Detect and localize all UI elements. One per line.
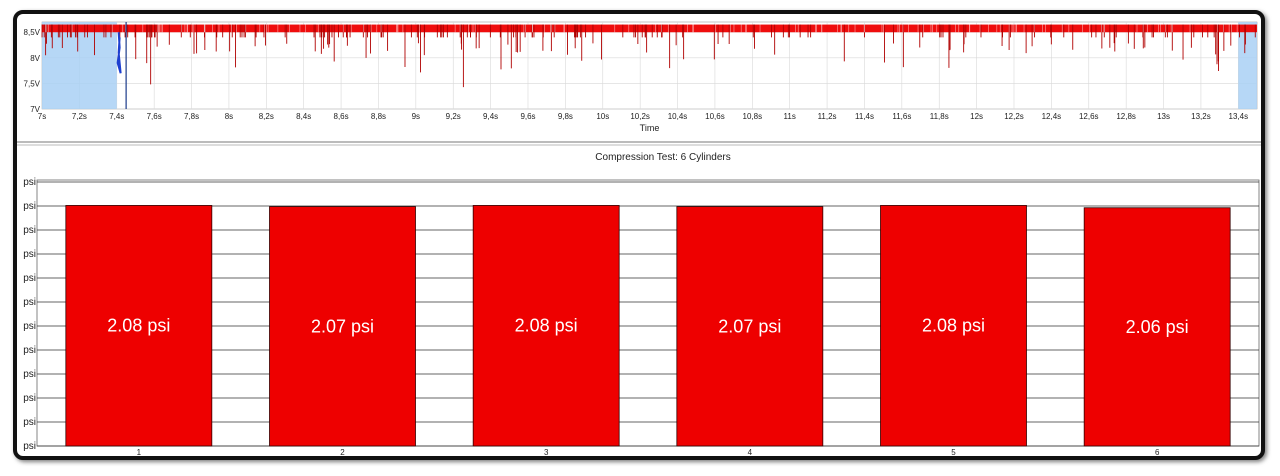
overview-y-tick-label: 7V [30, 105, 40, 114]
overview-y-tick-label: 8V [30, 54, 40, 63]
bar-value-label: 2.08 psi [922, 316, 985, 336]
bar-x-ticks: 1 2 3 4 5 6 [137, 448, 1160, 456]
bar-y-tick-label: psi [23, 393, 36, 404]
compression-bar-chart: Compression Test: 6 Cylinders psipsipsip… [23, 152, 1260, 456]
overview-x-tick-label: 8,2s [259, 112, 274, 121]
bar-cylinder-6[interactable] [1083, 207, 1231, 447]
overview-x-tick-label: 7,4s [109, 112, 124, 121]
overview-x-tick-label: 10,2s [630, 112, 650, 121]
overview-y-tick-label: 7,5V [24, 79, 41, 88]
overview-x-tick-label: 7s [38, 112, 46, 121]
overview-x-axis-label: Time [640, 123, 660, 133]
overview-x-tick-label: 7,8s [184, 112, 199, 121]
overview-x-tick-label: 12,6s [1079, 112, 1099, 121]
bar-x-tick-label: 3 [544, 448, 549, 456]
overview-x-tick-label: 7,2s [72, 112, 87, 121]
overview-x-tick-label: 13,4s [1229, 112, 1249, 121]
overview-x-tick-label: 9,2s [446, 112, 461, 121]
overview-x-tick-label: 12s [970, 112, 983, 121]
overview-highlight-right[interactable] [1238, 22, 1257, 109]
overview-cursor-trace [116, 32, 122, 74]
overview-x-tick-label: 11,8s [930, 112, 949, 121]
bar-y-tick-label: psi [23, 225, 36, 236]
bars [65, 205, 1231, 447]
bar-value-labels: 2.08 psi 2.07 psi 2.08 psi 2.07 psi 2.08 psi… [107, 316, 1188, 337]
overview-x-tick-label: 8,8s [371, 112, 386, 121]
bar-x-tick-label: 4 [748, 448, 753, 456]
overview-x-tick-label: 10s [596, 112, 609, 121]
overview-x-tick-label: 13,2s [1191, 112, 1211, 121]
bar-plot-area [36, 179, 1260, 447]
bar-x-tick-label: 6 [1155, 448, 1160, 456]
overview-x-tick-label: 8,4s [296, 112, 311, 121]
overview-x-ticks: 7s 7,2s 7,4s 7,6s 7,8s 8s 8,2s 8,4s 8,6s 8,8s 9s 9,… [38, 112, 1248, 121]
bar-y-ticks: psi psi psi psi psi psi psi psi psi psi psi psi [23, 177, 36, 452]
overview-x-tick-label: 10,4s [668, 112, 688, 121]
bar-y-tick-label: psi [23, 177, 36, 188]
overview-x-tick-label: 13s [1157, 112, 1170, 121]
bar-cylinder-4[interactable] [676, 206, 824, 447]
bar-y-tick-label: psi [23, 369, 36, 380]
bar-y-tick-label: psi [23, 297, 36, 308]
bar-cylinder-2[interactable] [269, 206, 416, 447]
overview-x-tick-label: 7,6s [147, 112, 162, 121]
overview-x-tick-label: 11,6s [892, 112, 911, 121]
overview-x-tick-label: 8s [225, 112, 233, 121]
overview-x-tick-label: 9,4s [483, 112, 498, 121]
bar-value-label: 2.07 psi [311, 316, 374, 336]
bar-y-tick-label: psi [23, 345, 36, 356]
overview-x-tick-label: 10,6s [705, 112, 725, 121]
overview-x-tick-label: 9s [412, 112, 420, 121]
bar-y-tick-label: psi [23, 201, 36, 212]
overview-x-tick-label: 8,6s [334, 112, 349, 121]
bar-cylinder-3[interactable] [472, 205, 620, 447]
overview-x-tick-label: 11,4s [855, 112, 874, 121]
bar-x-tick-label: 1 [137, 448, 142, 456]
bar-value-label: 2.07 psi [718, 316, 781, 336]
bar-y-tick-label: psi [23, 273, 36, 284]
overview-x-tick-label: 12,8s [1116, 112, 1136, 121]
bar-y-tick-label: psi [23, 417, 36, 428]
overview-x-tick-label: 9,6s [520, 112, 535, 121]
bar-x-tick-label: 2 [340, 448, 345, 456]
overview-x-tick-label: 10,8s [743, 112, 763, 121]
overview-x-tick-label: 12,2s [1004, 112, 1024, 121]
overview-y-ticks: 8,5V 8V 7,5V 7V [24, 28, 41, 114]
overview-x-tick-label: 11s [784, 112, 796, 121]
bar-cylinder-1[interactable] [65, 205, 213, 447]
overview-signal [41, 24, 1257, 88]
overview-x-tick-label: 11,2s [818, 112, 837, 121]
bar-x-tick-label: 5 [951, 448, 956, 456]
overview-x-tick-label: 9,8s [558, 112, 573, 121]
bar-value-label: 2.08 psi [107, 316, 170, 336]
bar-value-label: 2.08 psi [515, 316, 578, 336]
bar-y-tick-label: psi [23, 321, 36, 332]
bar-value-label: 2.06 psi [1126, 317, 1189, 337]
overview-signal-band [42, 24, 1257, 33]
overview-plot-area [41, 21, 1258, 110]
chart-canvas: 8,5V 8V 7,5V 7V 7s 7,2s 7,4s 7,6s 7,8s 8s 8,2s 8,4… [17, 21, 1261, 456]
chart-frame: 8,5V 8V 7,5V 7V 7s 7,2s 7,4s 7,6s 7,8s 8s 8,2s 8,4… [13, 10, 1265, 460]
overview-x-tick-label: 12,4s [1042, 112, 1062, 121]
bar-cylinder-5[interactable] [880, 205, 1027, 447]
overview-y-tick-label: 8,5V [24, 28, 41, 37]
bar-y-tick-label: psi [23, 249, 36, 260]
bar-y-tick-label: psi [23, 441, 36, 452]
chart-title: Compression Test: 6 Cylinders [595, 152, 730, 163]
overview-chart: 8,5V 8V 7,5V 7V 7s 7,2s 7,4s 7,6s 7,8s 8s 8,2s 8,4… [24, 21, 1258, 133]
bar-gridlines [37, 181, 1259, 447]
